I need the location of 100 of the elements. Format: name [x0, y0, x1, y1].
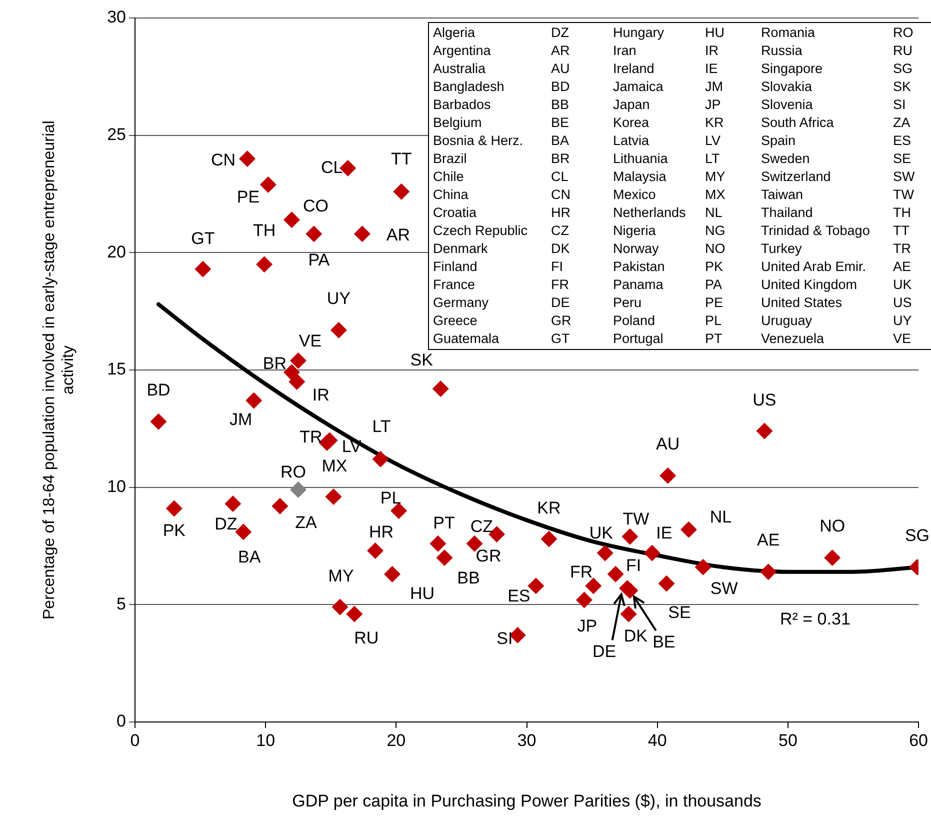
y-tick-label: 5: [116, 594, 126, 614]
annotation: GR: [476, 546, 502, 566]
point: [658, 575, 675, 592]
annotation: ZA: [893, 114, 912, 132]
annotation: Nigeria: [613, 222, 657, 240]
annotation: Netherlands: [613, 204, 687, 222]
annotation: GT: [551, 330, 571, 348]
annotation: DZ: [551, 24, 570, 42]
annotation: IE: [705, 60, 719, 78]
annotation: Turkey: [761, 240, 803, 258]
annotation: Sweden: [761, 150, 811, 168]
annotation: Slovakia: [761, 78, 814, 96]
point: [760, 564, 777, 580]
point: [694, 558, 712, 576]
annotation: RO: [893, 24, 914, 42]
point: [272, 498, 288, 514]
annotation: Barbados: [433, 96, 492, 114]
annotation: PE: [705, 294, 724, 312]
y-tick-label: 30: [107, 8, 126, 27]
point: [432, 380, 449, 398]
annotation: IE: [656, 524, 672, 543]
annotation: PT: [705, 330, 724, 348]
x-axis-title: GDP per capita in Purchasing Power Parities ($), in thousands: [292, 791, 762, 810]
point: [346, 606, 363, 622]
annotation: Pakistan: [613, 258, 666, 276]
x-tick-label: 20: [386, 730, 406, 750]
annotation: TW: [893, 186, 915, 204]
point: [372, 450, 389, 468]
annotation: SK: [410, 350, 434, 370]
annotation: CL: [320, 158, 343, 177]
annotation: DK: [624, 626, 648, 646]
annotation: NO: [820, 516, 846, 536]
annotation: HU: [410, 584, 435, 603]
point: [430, 535, 446, 552]
annotation: PE: [236, 187, 260, 206]
annotation: Malaysia: [613, 168, 668, 186]
annotation: Norway: [613, 240, 660, 258]
annotation: BE: [551, 114, 570, 132]
annotation: Finland: [433, 258, 478, 276]
annotation: CZ: [470, 516, 494, 536]
annotation: LT: [705, 150, 721, 168]
annotation: BR: [551, 150, 571, 168]
point: [756, 422, 773, 440]
annotation: VE: [298, 331, 322, 350]
annotation: MY: [705, 168, 726, 186]
annotation: BD: [551, 78, 571, 96]
annotation: IR: [312, 385, 330, 404]
x-tick-label: 60: [909, 730, 928, 750]
annotation: AE: [757, 530, 780, 550]
annotation: LT: [372, 416, 391, 436]
annotation: PL: [705, 312, 723, 330]
point: [660, 467, 676, 484]
point: [384, 566, 401, 582]
x-tick-label: 30: [517, 730, 536, 750]
point: [330, 322, 347, 338]
annotation: Belgium: [433, 114, 483, 132]
annotation: AR: [386, 226, 410, 245]
point: [235, 524, 252, 540]
annotation: Guatemala: [433, 330, 500, 348]
annotation: TT: [391, 149, 412, 168]
annotation: BR: [262, 354, 287, 374]
annotation: Brazil: [433, 150, 468, 168]
annotation: UY: [326, 288, 351, 308]
point: [620, 606, 637, 622]
point: [290, 352, 306, 369]
point: [239, 150, 256, 168]
annotation: DE: [551, 294, 571, 312]
point: [166, 500, 182, 517]
annotation: Korea: [613, 114, 650, 132]
annotation: SG: [904, 526, 930, 545]
point: [824, 549, 841, 566]
annotation: UK: [589, 524, 614, 543]
annotation: Jamaica: [613, 78, 664, 96]
annotation: PK: [705, 258, 724, 276]
y-tick-label: 20: [107, 242, 126, 262]
annotation: FR: [570, 562, 593, 582]
x-tick-label: 10: [256, 730, 276, 750]
annotation: HR: [551, 204, 572, 222]
annotation: PT: [433, 513, 455, 532]
annotation: PA: [705, 276, 724, 294]
annotation: JM: [230, 410, 252, 430]
annotation: Peru: [613, 294, 643, 312]
point: [354, 226, 370, 242]
annotation: Taiwan: [761, 186, 804, 204]
annotation: US: [893, 294, 913, 312]
annotation: Panama: [613, 276, 664, 294]
annotation: Latvia: [613, 132, 650, 150]
y-tick-label: 0: [116, 712, 126, 731]
annotation: TR: [893, 240, 912, 258]
annotation: LV: [705, 132, 722, 150]
annotation: Thailand: [761, 204, 814, 222]
annotation: Uruguay: [761, 312, 814, 330]
annotation: SW: [893, 168, 916, 186]
point: [224, 496, 242, 512]
y-tick-label: 10: [107, 477, 126, 496]
annotation: BD: [146, 380, 170, 400]
x-tick-label: 0: [130, 730, 140, 750]
annotation: TR: [300, 427, 322, 446]
annotation: CN: [551, 186, 572, 204]
annotation: RO: [280, 462, 306, 482]
